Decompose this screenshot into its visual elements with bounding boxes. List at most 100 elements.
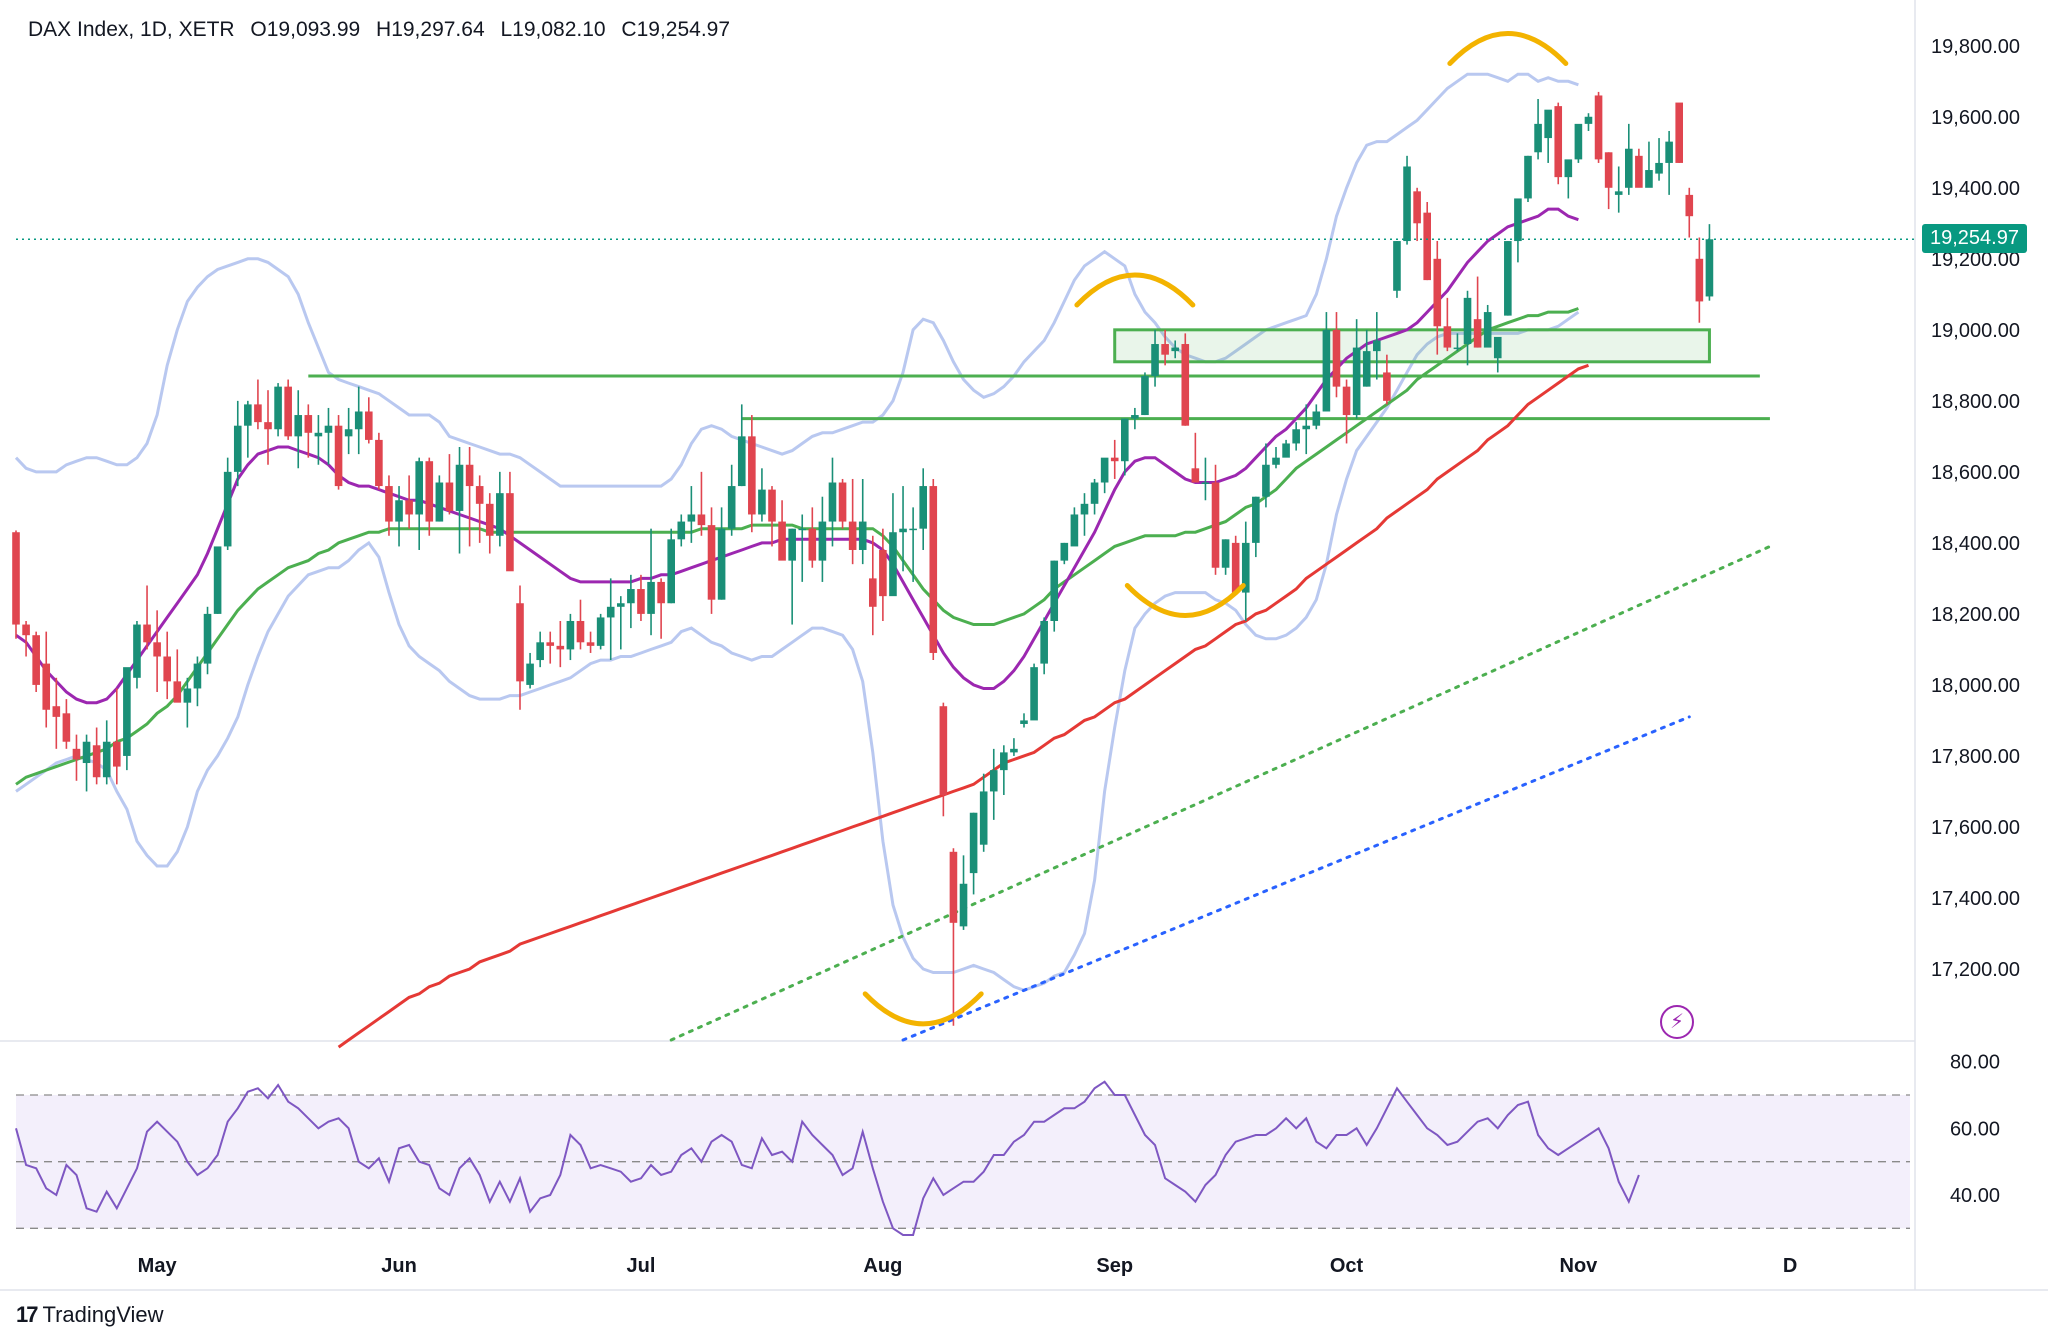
candle[interactable]	[405, 475, 413, 529]
candle[interactable]	[596, 613, 605, 650]
candle[interactable]	[475, 475, 484, 543]
symbol-title[interactable]: DAX Index, 1D, XETR	[28, 18, 235, 41]
candle[interactable]	[365, 397, 373, 444]
candle[interactable]	[143, 585, 151, 650]
candle[interactable]	[1665, 130, 1673, 195]
candle[interactable]	[62, 699, 71, 749]
candle[interactable]	[617, 596, 625, 650]
candle[interactable]	[828, 457, 837, 547]
candle[interactable]	[163, 631, 171, 700]
candle[interactable]	[1272, 447, 1280, 469]
candle[interactable]	[848, 478, 857, 565]
candle[interactable]	[92, 727, 101, 785]
candle[interactable]	[465, 447, 474, 547]
candle[interactable]	[1705, 224, 1714, 301]
candle[interactable]	[1322, 312, 1331, 412]
candle[interactable]	[82, 734, 91, 792]
candle[interactable]	[1393, 241, 1401, 298]
candle[interactable]	[385, 475, 393, 536]
candle[interactable]	[1030, 663, 1038, 721]
candle[interactable]	[274, 383, 282, 437]
candle[interactable]	[1211, 464, 1220, 575]
candle[interactable]	[1403, 155, 1411, 245]
candle[interactable]	[1413, 187, 1421, 242]
candle[interactable]	[1433, 241, 1442, 355]
candle[interactable]	[1342, 379, 1351, 444]
candle[interactable]	[889, 493, 897, 597]
candle[interactable]	[1514, 198, 1522, 263]
candle[interactable]	[1262, 443, 1270, 508]
candle[interactable]	[818, 496, 827, 582]
candle[interactable]	[1241, 521, 1250, 621]
candle[interactable]	[516, 585, 524, 710]
candle[interactable]	[435, 475, 444, 522]
candle[interactable]	[304, 404, 313, 458]
candle[interactable]	[42, 631, 51, 728]
candle[interactable]	[879, 528, 887, 621]
candle[interactable]	[526, 652, 534, 689]
candle[interactable]	[1292, 422, 1300, 451]
candle[interactable]	[244, 400, 252, 458]
candle[interactable]	[969, 812, 978, 895]
candle[interactable]	[1221, 539, 1230, 575]
candle[interactable]	[496, 471, 504, 547]
candle[interactable]	[223, 457, 232, 550]
candle[interactable]	[1080, 493, 1089, 536]
candle[interactable]	[102, 720, 111, 785]
candle[interactable]	[425, 457, 434, 536]
candle[interactable]	[1010, 738, 1018, 756]
candle[interactable]	[1302, 404, 1311, 455]
candle[interactable]	[254, 379, 262, 430]
candle[interactable]	[123, 667, 131, 771]
candle[interactable]	[1675, 102, 1683, 163]
candle[interactable]	[808, 507, 817, 568]
candle[interactable]	[677, 514, 686, 547]
candle[interactable]	[1443, 297, 1452, 352]
candle[interactable]	[294, 390, 303, 469]
candle[interactable]	[1050, 560, 1059, 632]
candle[interactable]	[1141, 372, 1149, 416]
candle[interactable]	[1453, 333, 1462, 352]
candle[interactable]	[1594, 91, 1603, 163]
candle[interactable]	[415, 457, 423, 550]
candle[interactable]	[899, 486, 907, 572]
candle[interactable]	[748, 415, 756, 533]
candle[interactable]	[395, 486, 403, 547]
candlestick-series[interactable]	[12, 91, 1714, 1026]
candle[interactable]	[869, 535, 877, 636]
candle[interactable]	[1423, 201, 1431, 281]
candle[interactable]	[72, 734, 81, 781]
candle[interactable]	[1625, 123, 1633, 195]
candle[interactable]	[627, 574, 635, 629]
candle[interactable]	[758, 468, 766, 522]
candle[interactable]	[768, 486, 776, 547]
candle[interactable]	[1635, 148, 1643, 188]
candle[interactable]	[173, 649, 182, 703]
candle[interactable]	[536, 631, 544, 668]
candle[interactable]	[606, 578, 615, 661]
candle[interactable]	[576, 599, 585, 650]
candle[interactable]	[939, 702, 948, 817]
candle[interactable]	[314, 415, 323, 465]
candle[interactable]	[1000, 745, 1008, 795]
candle[interactable]	[22, 620, 30, 657]
candle[interactable]	[183, 677, 192, 728]
candle[interactable]	[989, 748, 998, 820]
candle[interactable]	[1362, 329, 1371, 387]
candle[interactable]	[1110, 439, 1119, 479]
candle[interactable]	[929, 478, 938, 661]
candle[interactable]	[485, 493, 494, 554]
candle[interactable]	[707, 507, 716, 614]
candle[interactable]	[697, 471, 706, 536]
rsi-panel[interactable]	[0, 1040, 1915, 1229]
candle[interactable]	[838, 478, 847, 529]
tradingview-logo[interactable]: 17 TradingView	[16, 1302, 164, 1328]
candle[interactable]	[12, 530, 20, 639]
candle[interactable]	[949, 848, 958, 1026]
candle[interactable]	[1695, 237, 1704, 323]
candle[interactable]	[193, 656, 202, 707]
candle[interactable]	[233, 400, 242, 487]
candle[interactable]	[1231, 535, 1240, 593]
candle[interactable]	[1282, 439, 1290, 458]
candle[interactable]	[1524, 155, 1532, 202]
